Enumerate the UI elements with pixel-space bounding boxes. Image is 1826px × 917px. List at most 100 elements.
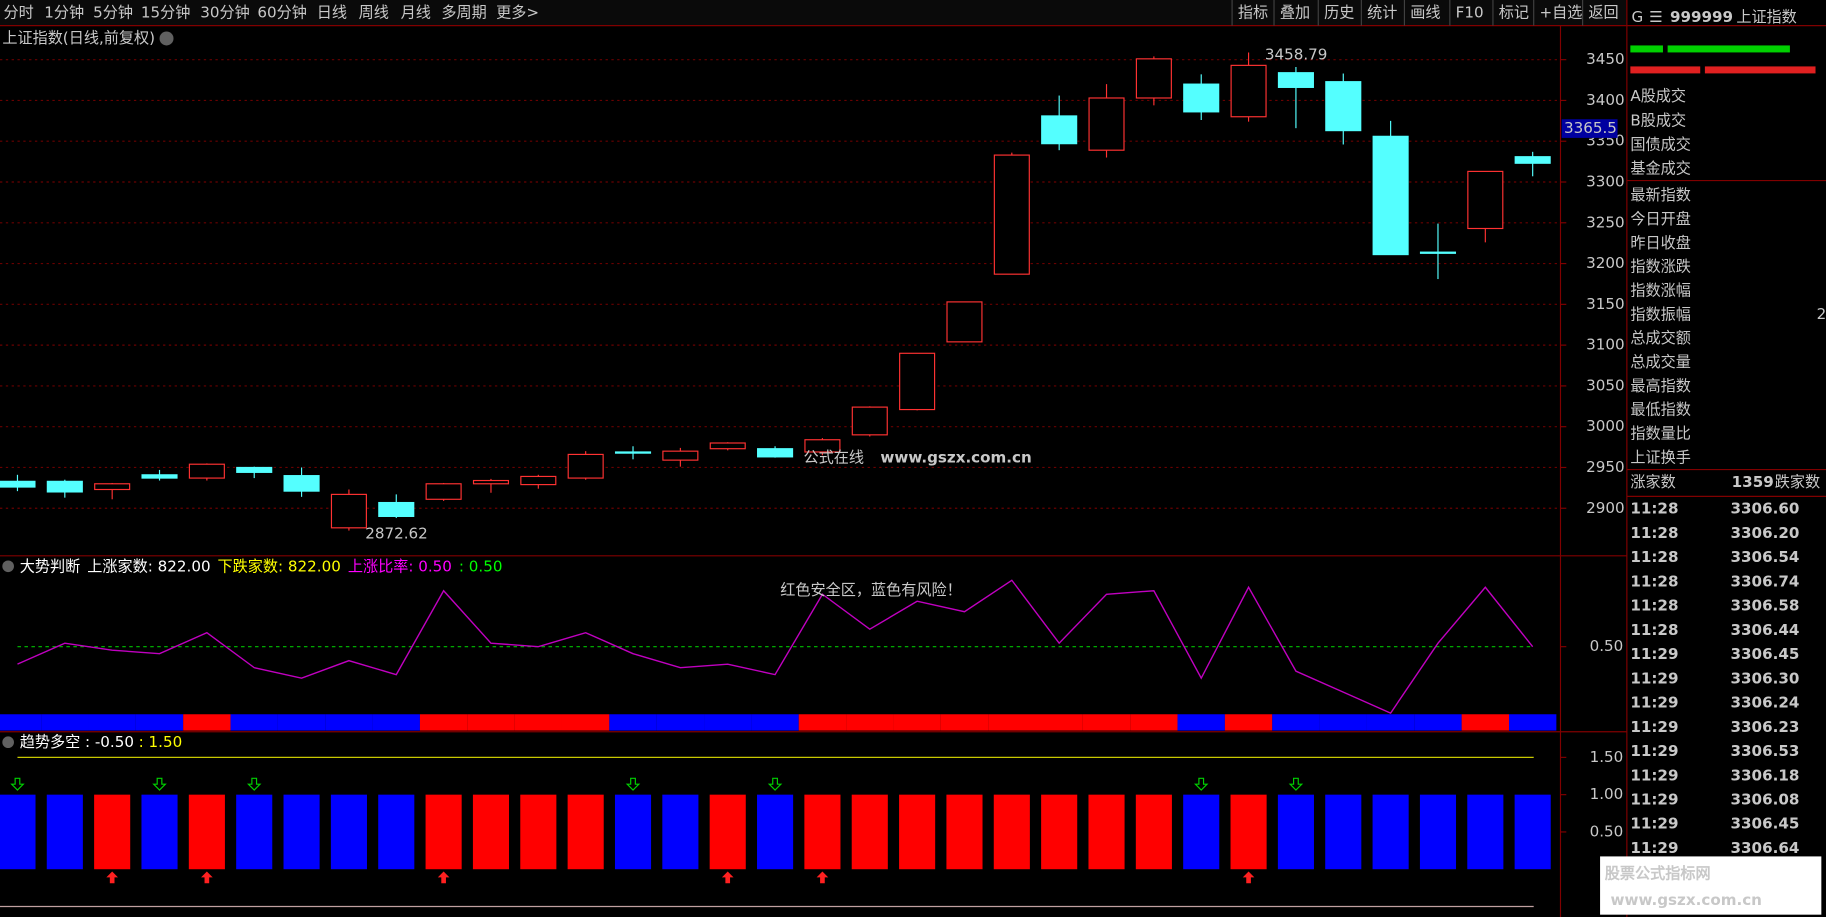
y-tick-label: 1.50 xyxy=(1590,748,1624,766)
signal-strip xyxy=(514,714,562,731)
down-arrow xyxy=(152,777,167,791)
header-item: : 1.50 xyxy=(139,733,183,751)
index-label: 指数振幅 xyxy=(1630,305,1690,323)
bar xyxy=(851,794,888,870)
period-tab[interactable]: 日线 xyxy=(317,3,347,21)
trade-label: 基金成交 xyxy=(1630,160,1690,178)
y-tick-label: 3050 xyxy=(1586,376,1624,394)
candle-body xyxy=(472,479,510,485)
tick-time: 11:29 xyxy=(1630,791,1678,809)
signal-strip xyxy=(751,714,799,731)
period-tab[interactable]: 周线 xyxy=(359,3,389,21)
up-arrow xyxy=(106,871,118,884)
tool-button[interactable]: F10 xyxy=(1456,3,1484,21)
tick-price: 3306.74 xyxy=(1731,572,1800,590)
candle-body xyxy=(709,442,746,450)
period-tab[interactable]: 更多> xyxy=(496,3,539,21)
y-tick-label: 3100 xyxy=(1586,336,1624,354)
down-arrow xyxy=(625,777,641,791)
bar xyxy=(1419,794,1457,870)
signal-strip xyxy=(1224,714,1273,731)
y-tick-label: 2900 xyxy=(1586,499,1624,517)
tick-time: 11:29 xyxy=(1630,669,1678,687)
bar xyxy=(662,794,699,870)
bar xyxy=(0,794,36,870)
strength-bar xyxy=(1704,66,1816,74)
candle-body xyxy=(993,154,1030,275)
tool-button[interactable]: 返回 xyxy=(1588,3,1618,21)
up-arrow xyxy=(1242,871,1255,884)
ratio-line xyxy=(17,579,1534,714)
signal-strip xyxy=(1130,714,1178,731)
bar xyxy=(141,794,178,870)
tool-button[interactable]: +自选 xyxy=(1540,3,1583,21)
tool-button[interactable]: 标记 xyxy=(1499,3,1529,21)
index-label: 指数涨幅 xyxy=(1630,282,1690,300)
signal-strip xyxy=(419,714,468,731)
bar xyxy=(472,794,510,870)
tick-time: 11:29 xyxy=(1630,839,1678,857)
y-tick-label: 2950 xyxy=(1586,458,1624,476)
header-item: : -0.50 xyxy=(85,733,134,751)
signal-strip xyxy=(1319,714,1367,731)
bar xyxy=(1372,794,1409,870)
y-tick-label: 3150 xyxy=(1586,295,1624,313)
bar xyxy=(236,794,273,870)
candle-body xyxy=(425,483,462,500)
bar xyxy=(614,794,652,870)
decline-label: 跌家数 xyxy=(1775,473,1820,491)
period-tab[interactable]: 5分钟 xyxy=(93,3,133,21)
bar xyxy=(378,794,415,870)
candle-body xyxy=(236,466,273,473)
signal-strip xyxy=(1366,714,1415,731)
bar xyxy=(1041,794,1078,870)
tick-price: 3306.08 xyxy=(1731,791,1800,809)
tick-price: 3306.60 xyxy=(1731,500,1800,518)
panel-title: 趋势多空 xyxy=(20,733,80,751)
tool-button[interactable]: 历史 xyxy=(1324,3,1354,21)
period-tab[interactable]: 1分钟 xyxy=(44,3,84,21)
tool-button[interactable]: 指标 xyxy=(1238,3,1268,21)
index-label: 指数量比 xyxy=(1630,425,1690,443)
index-label: 最新指数 xyxy=(1630,186,1690,204)
period-tab[interactable]: 15分钟 xyxy=(141,3,190,21)
signal-strip xyxy=(183,714,231,731)
candle-body xyxy=(330,493,367,529)
bar xyxy=(520,794,557,870)
tick-time: 11:29 xyxy=(1630,694,1678,712)
tick-price: 3306.53 xyxy=(1731,742,1800,760)
tick-price: 3306.45 xyxy=(1731,815,1800,833)
strength-bar xyxy=(1667,45,1790,53)
signal-strip xyxy=(656,714,705,731)
bar xyxy=(757,794,794,870)
y-tick-label: 3250 xyxy=(1586,213,1624,231)
bar xyxy=(1325,794,1362,870)
toolbar-bg xyxy=(0,0,1627,26)
period-tab[interactable]: 60分钟 xyxy=(257,3,306,21)
y-tick-label: 3300 xyxy=(1586,172,1624,190)
candle-body xyxy=(46,480,83,493)
candle-body xyxy=(1088,97,1125,151)
tool-button[interactable]: 画线 xyxy=(1410,3,1440,21)
tick-time: 11:28 xyxy=(1630,548,1678,566)
bar xyxy=(1277,794,1314,870)
header-item: 上涨家数: 822.00 xyxy=(87,557,210,575)
bar xyxy=(993,794,1030,870)
bar xyxy=(1183,794,1220,870)
signal-strip xyxy=(467,714,515,731)
period-tab[interactable]: 分时 xyxy=(3,3,33,21)
stock-code: 999999 xyxy=(1670,8,1733,26)
candle-body xyxy=(804,439,841,453)
tool-button[interactable]: 统计 xyxy=(1367,3,1397,21)
high-annotation: 3458.79 xyxy=(1265,45,1328,63)
period-tab[interactable]: 月线 xyxy=(401,3,431,21)
period-tab[interactable]: 多周期 xyxy=(441,3,486,21)
signal-strip xyxy=(0,714,42,731)
watermark-text: 股票公式指标网 xyxy=(1605,864,1711,882)
header-item: 上涨比率: 0.50 xyxy=(348,557,452,575)
tick-price: 3306.30 xyxy=(1731,669,1800,687)
period-tab[interactable]: 30分钟 xyxy=(200,3,249,21)
tool-button[interactable]: 叠加 xyxy=(1280,3,1310,21)
